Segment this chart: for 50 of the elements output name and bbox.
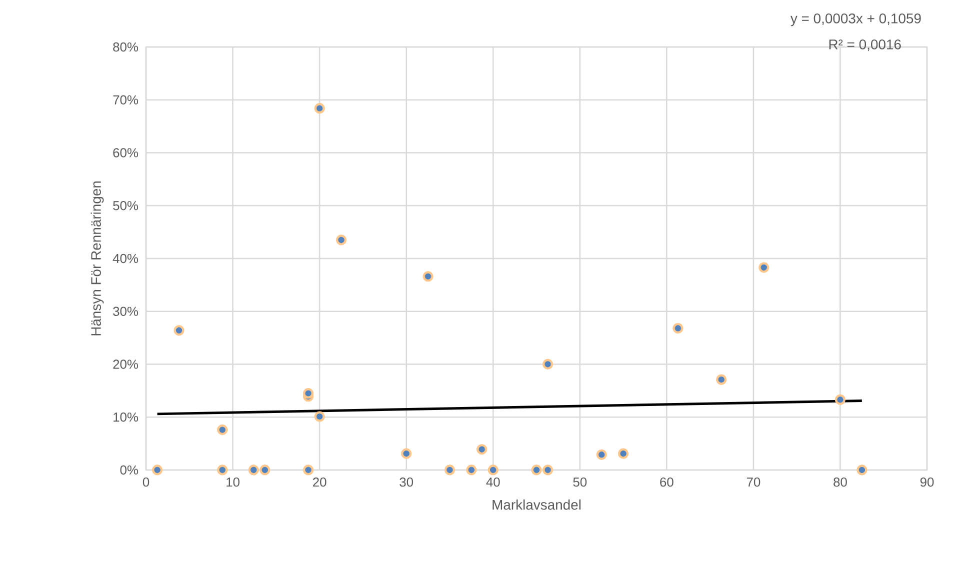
point <box>401 448 412 459</box>
x-tick-label: 30 <box>400 478 414 487</box>
point <box>422 271 434 282</box>
y-tick-label: 60% <box>113 148 138 158</box>
point <box>672 322 684 334</box>
point <box>618 448 629 459</box>
point <box>260 464 270 476</box>
y-tick-label: 20% <box>113 360 138 369</box>
point <box>336 234 347 246</box>
point <box>466 464 477 476</box>
x-tick-label: 10 <box>226 478 240 487</box>
point <box>302 388 314 399</box>
point <box>834 394 846 405</box>
x-tick-label: 50 <box>573 478 587 487</box>
y-tick-label: 30% <box>113 306 138 316</box>
x-tick-label: 80 <box>834 478 847 487</box>
y-axis-title: Hänsyn För Rennäringen <box>90 182 104 336</box>
y-tick-label: 80% <box>113 42 138 52</box>
x-tick-label: 70 <box>746 478 760 487</box>
point <box>542 358 554 370</box>
point <box>302 464 314 476</box>
point <box>531 464 542 476</box>
point <box>217 464 228 476</box>
x-tick-label: 90 <box>920 478 934 487</box>
point <box>476 444 488 455</box>
y-tick-label: 50% <box>113 201 138 210</box>
point <box>444 464 456 476</box>
point <box>152 464 163 476</box>
point <box>217 424 228 436</box>
y-tick-label: 10% <box>114 412 138 422</box>
text: y = 0,0003x + 0,1059 <box>790 13 921 26</box>
point <box>248 464 259 476</box>
y-tick-label: 40% <box>112 254 138 264</box>
point <box>596 449 607 460</box>
y-tick-label: 70% <box>113 95 138 104</box>
point <box>856 464 868 476</box>
point <box>542 464 554 476</box>
x-tick-label: 40 <box>486 478 500 487</box>
x-tick-label: 0 <box>142 478 150 487</box>
point <box>716 374 727 385</box>
point <box>314 103 325 114</box>
x-tick-label: 60 <box>660 478 674 487</box>
y-tick-label: 0% <box>120 465 138 475</box>
annotation: R² = 0,0016 <box>829 39 901 52</box>
point <box>758 262 770 273</box>
point <box>314 411 325 422</box>
point <box>174 325 184 336</box>
x-axis-title: Marklavsandel <box>492 500 581 510</box>
x-tick-label: 20 <box>313 478 326 487</box>
point <box>488 464 498 476</box>
